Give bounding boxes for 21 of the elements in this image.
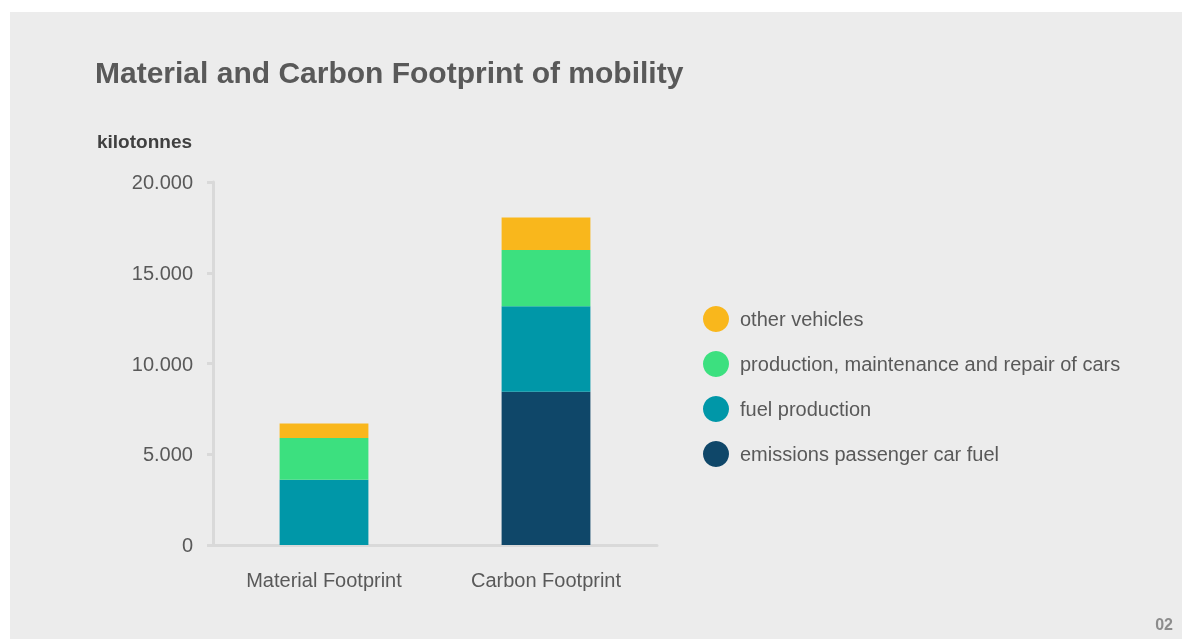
legend-label: emissions passenger car fuel [740, 443, 1000, 465]
y-tick-label: 15.000 [131, 261, 193, 284]
y-tick-label: 5.000 [142, 443, 193, 466]
bar [501, 250, 591, 307]
y-tick-label: 20.000 [131, 171, 193, 193]
bar [501, 217, 591, 251]
legend-label: other vehicles [740, 308, 864, 330]
bar [501, 391, 591, 545]
bar [279, 479, 369, 545]
x-tick-label: Material Footprint [246, 569, 403, 591]
chart-title: Material and Carbon Footprint of mobility [95, 55, 684, 89]
text: 02 [1155, 615, 1174, 633]
legend-label: fuel production [740, 398, 872, 420]
x-tick-label: Carbon Footprint [470, 569, 622, 591]
y-tick-label: 0 [181, 534, 193, 556]
bar [279, 423, 369, 438]
bar [501, 306, 591, 392]
y-axis-title: kilotonnes [97, 131, 193, 152]
y-tick-label: 10.000 [131, 352, 193, 375]
bar [279, 437, 369, 480]
legend-label: production, maintenance and repair of cars [740, 353, 1121, 375]
